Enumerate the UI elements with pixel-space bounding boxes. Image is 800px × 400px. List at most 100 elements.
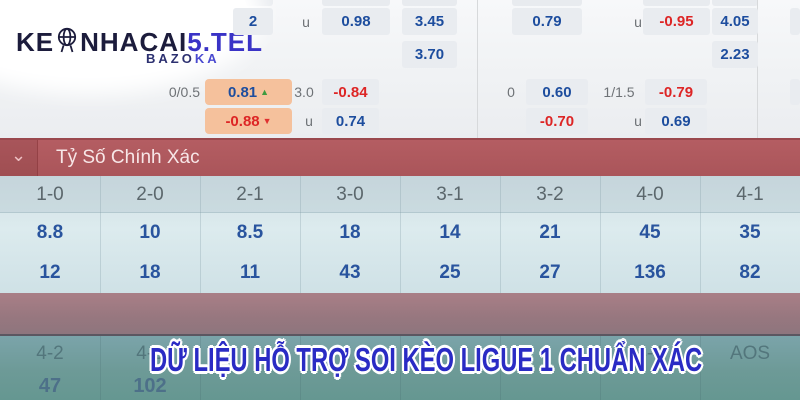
odds-value: 0.74 [335,112,366,130]
odds-cell[interactable]: 0.98 [322,8,390,35]
under-label: u [634,113,642,129]
logo-subtitle: BAZOKA [146,51,220,66]
score-header: 3-2 [536,184,564,205]
score-odds-cell[interactable]: 18 [339,222,361,243]
score-header: 3-1 [436,184,464,205]
grid-divider [400,176,401,293]
odds-value: 0.69 [661,112,691,130]
globe-mascot-icon [54,26,80,59]
odds-cell[interactable]: 0.79 [512,8,582,35]
grid-divider [200,336,201,400]
score-odds-cell[interactable]: 27 [539,262,561,283]
odds-cell[interactable]: 0.60 [526,79,588,105]
score-odds-cell[interactable]: 8.5 [236,222,264,243]
score-odds-cell[interactable]: 102 [133,375,167,397]
section-band [0,293,800,336]
score-odds-cell[interactable]: 12 [39,262,61,283]
handicap-label: 0/0.5 [168,84,200,100]
odds-cell[interactable]: -0.79 [645,79,707,105]
score-odds-cell[interactable]: 10 [139,222,161,243]
cut-cell-sliver [402,0,457,6]
under-label: u [634,13,642,30]
score-odds-cell[interactable]: 8.8 [36,222,64,243]
odds-cell[interactable]: 0.74 [322,108,379,134]
odds-value: 3.70 [414,46,445,63]
odds-cell[interactable]: 4.05 [712,8,758,35]
odds-value: 0.79 [532,13,562,30]
logo-text-pre: KE [16,27,55,57]
grid-divider [600,336,601,400]
line-label: 3.0 [294,84,314,100]
collapse-toggle[interactable]: ⌄ [0,140,37,176]
cut-cell-sliver [643,0,710,6]
odds-value: 3.45 [414,13,445,30]
site-logo[interactable]: KE NHACAI 5.TEL [16,26,263,59]
score-odds-cell[interactable]: 47 [38,375,62,397]
score-header: 4-3 [136,343,164,364]
score-header: 4-4 [636,343,664,364]
score-header: 4-1 [736,184,764,205]
section-title: Tỷ Số Chính Xác [56,147,200,168]
score-odds-cell[interactable]: 82 [739,262,761,283]
line-label: 1/1.5 [603,84,635,100]
correct-score-grid: 1-0 2-0 2-1 3-0 3-1 3-2 4-0 4-1 8.8 10 8… [0,176,800,293]
trend-up-icon: ▲ [260,86,270,97]
odds-cell[interactable]: 0.69 [645,108,707,134]
score-odds-cell[interactable]: 11 [239,262,261,283]
under-label: u [305,113,313,129]
cut-cell-sliver [790,79,800,105]
odds-cell[interactable]: 3.45 [402,8,457,35]
grid-divider [200,176,201,293]
cut-cell-sliver [245,0,273,6]
odds-value: 0.81 [227,83,258,101]
score-odds-cell[interactable]: 25 [439,262,461,283]
score-odds-cell[interactable]: 35 [739,222,761,243]
odds-cell[interactable]: 2 [233,8,273,35]
score-odds-cell[interactable]: 43 [339,262,361,283]
grid-divider [700,176,701,293]
score-odds-cell[interactable]: 18 [139,262,161,283]
highlighted-odds-cell[interactable]: 0.81 ▲ [205,79,292,105]
grid-divider [600,176,601,293]
odds-cell[interactable]: 2.23 [712,41,758,68]
column-divider [477,0,478,138]
score-header-row [0,176,800,213]
odds-value: 0.98 [341,13,371,30]
cut-cell-sliver [790,8,800,35]
score-header: 4-0 [636,184,664,205]
section-header-correct-score[interactable]: ⌄ Tỷ Số Chính Xác [0,138,800,176]
score-odds-cell[interactable]: 136 [634,262,666,283]
column-divider [757,0,758,138]
chevron-down-icon: ⌄ [10,145,27,165]
score-header: AOS [729,343,771,364]
grid-divider [500,336,501,400]
odds-cell[interactable]: -0.70 [526,108,588,134]
odds-value: -0.84 [333,83,368,101]
score-odds-cell[interactable]: 21 [539,222,561,243]
highlighted-odds-cell[interactable]: -0.88 ▼ [205,108,292,134]
score-header: 2-0 [136,184,164,205]
logo-text-post: NHACAI [80,27,188,57]
odds-value: 0.60 [542,83,572,101]
under-label: u [302,13,310,30]
odds-cell[interactable]: -0.95 [643,8,710,35]
cut-cell-sliver [712,0,758,6]
logo-subtitle-accent: KA [194,51,220,66]
grid-divider [500,176,501,293]
score-odds-cell[interactable]: 14 [439,222,461,243]
logo-subtitle-pre: BAZO [146,51,195,66]
odds-panel: KE NHACAI 5.TEL BAZOKA 2 u 0.98 3 [0,0,800,138]
grid-divider [300,176,301,293]
grid-divider [100,336,101,400]
correct-score-grid-bottom: 4-2 4-3 4-4 AOS 47 102 [0,336,800,400]
score-header: 2-1 [236,184,264,205]
grid-divider [700,336,701,400]
score-header: 1-0 [36,184,64,205]
odds-cell[interactable]: -0.84 [322,79,379,105]
score-odds-cell[interactable]: 45 [639,222,661,243]
odds-value: 4.05 [720,13,750,30]
odds-cell[interactable]: 3.70 [402,41,457,68]
score-header: 4-2 [36,343,64,364]
odds-value: -0.79 [658,83,694,101]
